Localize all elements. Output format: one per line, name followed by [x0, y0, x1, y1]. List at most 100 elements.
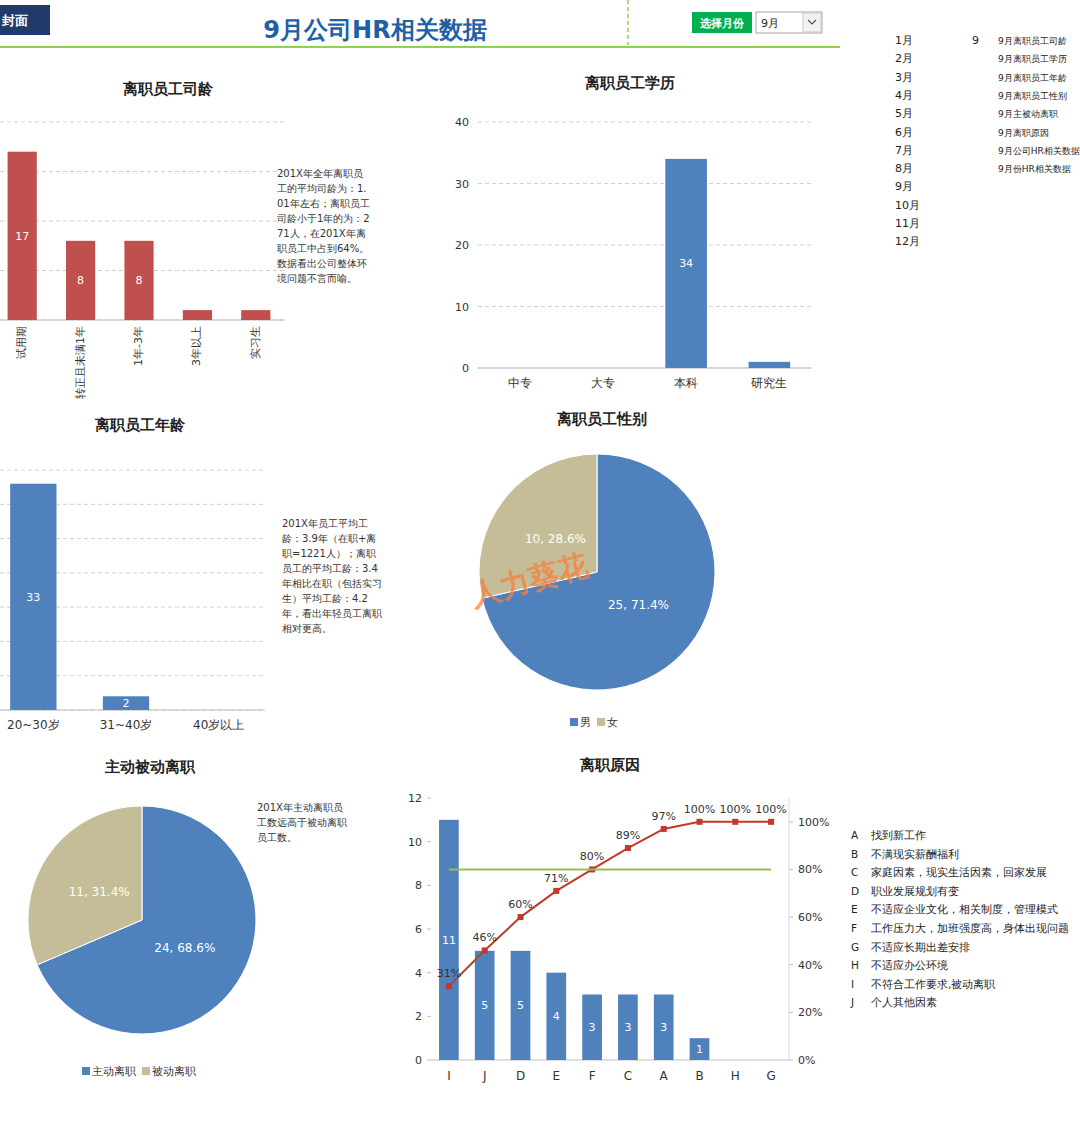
chart-title: 离职原因 — [579, 756, 640, 774]
labels: 1788 — [15, 230, 142, 288]
marker — [446, 983, 452, 989]
data-label: 89% — [616, 829, 640, 842]
marker — [732, 819, 738, 825]
data-label: 24, 68.6% — [154, 941, 215, 955]
y-tick-label: 10 — [408, 836, 422, 849]
month-button[interactable] — [692, 12, 752, 33]
legend-label: 被动离职 — [152, 1065, 196, 1078]
month-item: 3月 — [895, 71, 913, 84]
data-label: 100% — [755, 803, 786, 816]
bar — [241, 310, 270, 320]
marker — [661, 826, 667, 832]
data-label: 100% — [684, 803, 715, 816]
y2-tick-label: 40% — [798, 959, 822, 972]
bar — [475, 951, 495, 1060]
key-code: J — [850, 996, 854, 1008]
key-code: F — [851, 922, 857, 934]
chart-title: 离职员工司龄 — [122, 80, 214, 98]
month-button-label: 选择月份 — [699, 17, 745, 30]
y2-axis — [789, 798, 790, 1060]
key-text: 不适应企业文化，相关制度，管理模式 — [871, 903, 1058, 915]
key-text: 不适应办公环境 — [871, 959, 948, 971]
sidebar-item: 9月离职员工性别 — [998, 91, 1067, 101]
key-code: B — [851, 848, 858, 860]
data-label: 33 — [26, 591, 40, 604]
bar — [618, 995, 638, 1061]
y-tick — [427, 929, 431, 930]
x-tick-label: F — [589, 1069, 596, 1083]
y-tick — [427, 1016, 431, 1017]
month-item: 2月 — [895, 52, 913, 65]
data-label: 2 — [123, 697, 130, 710]
sidebar-item: 9月离职员工司龄 — [998, 36, 1067, 46]
bar — [499, 368, 541, 369]
month-select-value: 9月 — [761, 17, 779, 30]
slice — [28, 806, 142, 965]
data-label: 17 — [15, 230, 29, 243]
dropdown-arrow-box[interactable] — [803, 13, 821, 32]
month-item: 10月 — [895, 199, 920, 212]
data-label: 3 — [624, 1021, 631, 1034]
bar — [10, 484, 56, 710]
x-tick-label: A — [660, 1069, 669, 1083]
y-tick-label: 8 — [415, 879, 422, 892]
bar — [8, 152, 37, 320]
x-tick-label: 中专 — [508, 376, 532, 390]
y-tick-label: 6 — [415, 923, 422, 936]
y-tick-label: 20 — [455, 239, 469, 252]
x-tick-label: C — [624, 1069, 632, 1083]
bar — [582, 368, 624, 369]
bar — [66, 241, 95, 320]
chart-0: 离职员工司龄1788试用期转正且未满1年1年-3年3年以上实习生 — [0, 80, 285, 399]
y2-tick-label: 20% — [798, 1006, 822, 1019]
marker — [697, 819, 703, 825]
key-text: 不满现实薪酬福利 — [871, 848, 959, 860]
data-label: 8 — [77, 274, 84, 287]
grid-line — [0, 470, 265, 471]
month-item: 4月 — [895, 89, 913, 102]
chart-2: 离职员工年龄33220~30岁31~40岁40岁以上 — [0, 416, 265, 732]
key-code: E — [851, 903, 858, 915]
cover-button[interactable] — [0, 5, 50, 35]
month-item: 12月 — [895, 235, 920, 248]
month-item: 9月 — [895, 180, 913, 193]
cover-button-label: 封面 — [1, 13, 28, 28]
y-tick — [427, 798, 431, 799]
sidebar-item: 9月主被动离职 — [998, 109, 1058, 119]
marks — [10, 484, 149, 710]
bar — [761, 1060, 781, 1061]
y2-tick-label: 0% — [798, 1054, 815, 1067]
y-tick — [427, 972, 431, 973]
data-label: 11 — [442, 934, 456, 947]
key-text: 找到新工作 — [870, 829, 926, 841]
data-label: 60% — [508, 898, 532, 911]
month-item: 8月 — [895, 162, 913, 175]
legend-swatch — [142, 1067, 150, 1075]
x-tick-label: 40岁以上 — [193, 718, 244, 732]
y2-tick — [789, 964, 793, 965]
month-item: 7月 — [895, 144, 913, 157]
data-label: 3 — [589, 1021, 596, 1034]
y-tick-label: 4 — [415, 967, 422, 980]
data-label: 1 — [696, 1043, 703, 1056]
chart-title: 离职员工学历 — [584, 74, 675, 92]
bar — [546, 973, 566, 1060]
divider — [627, 0, 629, 45]
marker — [553, 888, 559, 894]
legend-swatch — [82, 1067, 90, 1075]
x-tick-label: D — [516, 1069, 525, 1083]
legend-swatch — [597, 718, 605, 726]
data-label: 3 — [660, 1021, 667, 1034]
data-label: 5 — [517, 999, 524, 1012]
key-code: H — [851, 959, 859, 971]
bar — [511, 951, 531, 1060]
y-tick — [427, 841, 431, 842]
month-select[interactable] — [756, 12, 822, 33]
key-text: 不符合工作要求,被动离职 — [871, 978, 995, 990]
bar — [665, 159, 707, 368]
month-item: 5月 — [895, 107, 913, 120]
annotation: 201X年主动离职员工数远高于被动离职员工数。 — [257, 800, 349, 845]
x-tick-label: B — [695, 1069, 703, 1083]
x-tick-label: 转正且未满1年 — [74, 326, 87, 399]
labels: 34 — [679, 257, 693, 270]
